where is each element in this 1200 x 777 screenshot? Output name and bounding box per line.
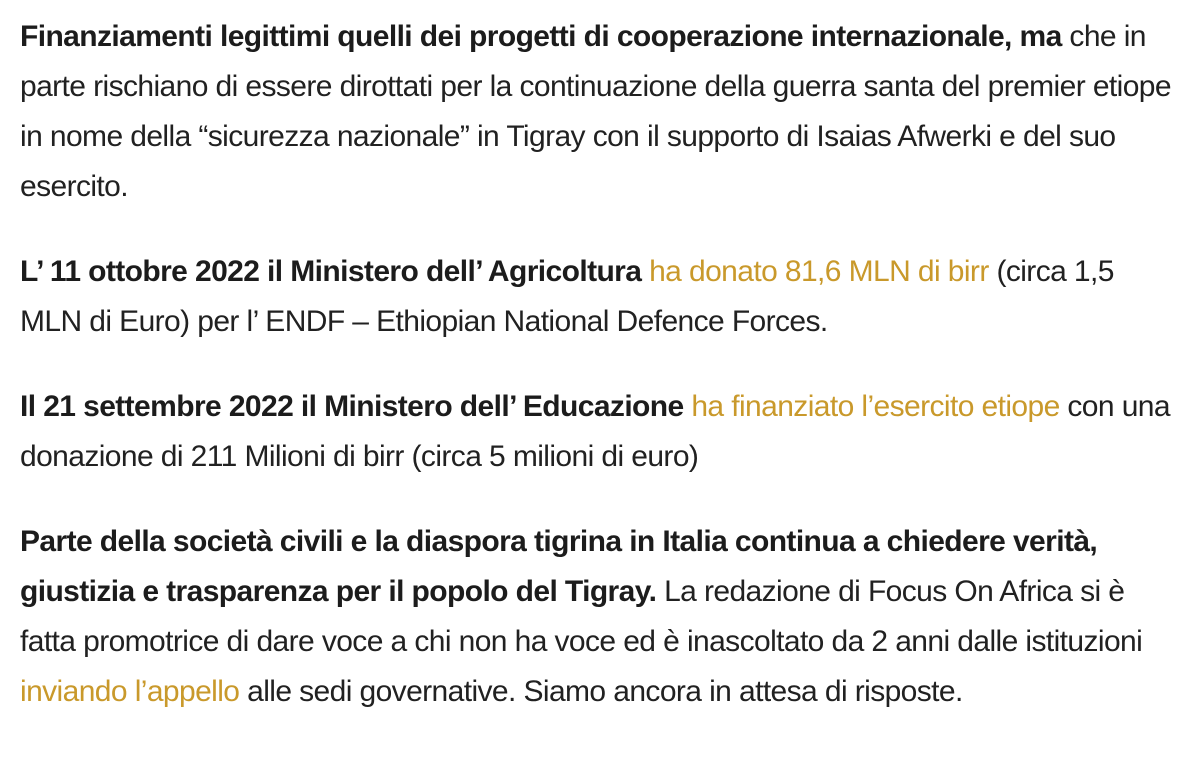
paragraph-agricoltura-text: (circa 1,5 MLN di Euro) per l’ ENDF – Et… — [20, 255, 1114, 338]
paragraph-agricoltura-donation: L’ 11 ottobre 2022 il Ministero dell’ Ag… — [20, 247, 1182, 347]
link-inviando-appello[interactable]: inviando l’appello — [20, 675, 240, 708]
link-donato-81-mln-birr[interactable]: ha donato 81,6 MLN di birr — [649, 255, 989, 288]
paragraph-diaspora-appeal: Parte della società civili e la diaspora… — [20, 517, 1182, 717]
paragraph-diaspora-lead-bold: Parte della società civili e la diaspora… — [20, 525, 1098, 608]
paragraph-intro: Finanziamenti legittimi quelli dei proge… — [20, 12, 1182, 212]
link-finanziato-esercito-etiope[interactable]: ha finanziato l’esercito etiope — [691, 390, 1060, 423]
paragraph-intro-lead-bold: Finanziamenti legittimi quelli dei proge… — [20, 20, 1062, 53]
paragraph-educazione-donation: Il 21 settembre 2022 il Ministero dell’ … — [20, 382, 1182, 482]
paragraph-educazione-lead-bold: Il 21 settembre 2022 il Ministero dell’ … — [20, 390, 684, 423]
paragraph-diaspora-text-2: alle sedi governative. Siamo ancora in a… — [239, 675, 963, 708]
paragraph-diaspora-text-1: La redazione di Focus On Africa si è fat… — [20, 575, 1143, 658]
paragraph-educazione-text: con una donazione di 211 Milioni di birr… — [20, 390, 1171, 473]
article-body: Finanziamenti legittimi quelli dei proge… — [20, 12, 1182, 717]
paragraph-intro-text: che in parte rischiano di essere dirotta… — [20, 20, 1172, 203]
paragraph-agricoltura-lead-bold: L’ 11 ottobre 2022 il Ministero dell’ Ag… — [20, 255, 642, 288]
